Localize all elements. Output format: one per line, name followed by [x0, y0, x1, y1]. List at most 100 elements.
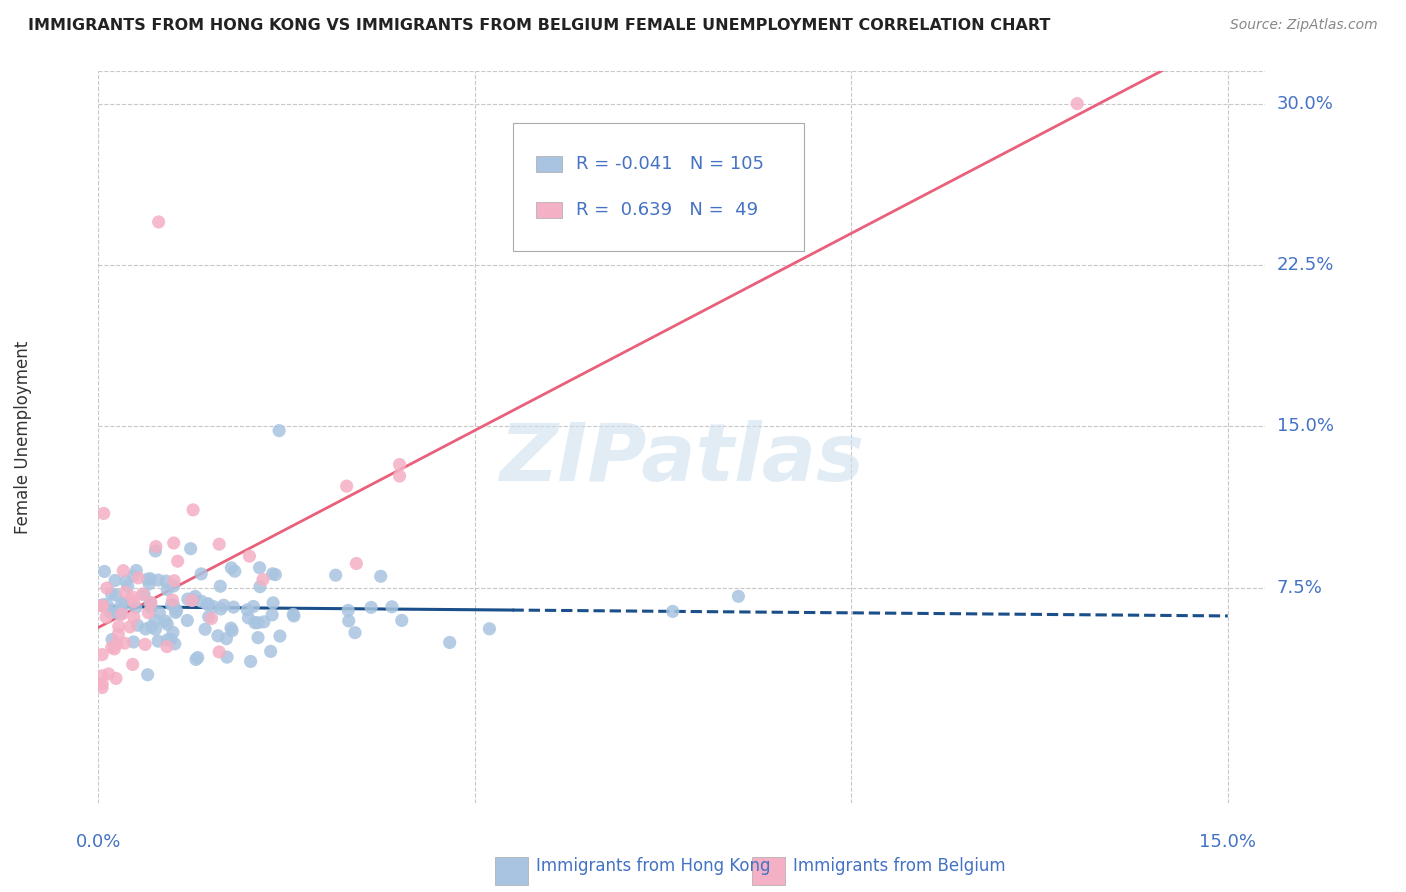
Point — [439, 635, 461, 649]
Point — [221, 561, 243, 575]
Point — [246, 615, 269, 630]
Point — [141, 619, 163, 633]
Point — [242, 599, 264, 614]
Text: 15.0%: 15.0% — [1277, 417, 1333, 435]
Text: 7.5%: 7.5% — [1277, 579, 1323, 597]
Point — [105, 637, 128, 651]
Point — [247, 631, 270, 645]
Point — [360, 600, 382, 615]
Point — [91, 598, 114, 612]
Point — [224, 564, 246, 578]
Point — [262, 566, 284, 581]
Point — [197, 597, 219, 611]
Point — [337, 603, 360, 617]
Point — [388, 458, 411, 472]
Point — [202, 599, 225, 614]
Point — [283, 607, 305, 622]
Text: 22.5%: 22.5% — [1277, 256, 1334, 274]
Point — [136, 572, 159, 586]
Point — [91, 599, 114, 613]
Point — [166, 554, 188, 568]
Point — [122, 610, 145, 624]
Text: 15.0%: 15.0% — [1199, 833, 1256, 851]
Point — [337, 614, 360, 628]
Point — [103, 641, 125, 656]
Point — [111, 607, 134, 622]
Point — [160, 632, 183, 647]
Point — [190, 594, 212, 608]
Point — [208, 645, 231, 659]
Point — [238, 611, 260, 625]
Point — [262, 607, 284, 622]
Point — [98, 606, 121, 620]
Point — [370, 569, 392, 583]
Text: Source: ZipAtlas.com: Source: ZipAtlas.com — [1230, 18, 1378, 32]
Point — [138, 577, 160, 591]
Point — [269, 424, 291, 438]
Point — [110, 603, 132, 617]
Point — [243, 615, 266, 630]
Text: ZIPatlas: ZIPatlas — [499, 420, 865, 498]
Text: IMMIGRANTS FROM HONG KONG VS IMMIGRANTS FROM BELGIUM FEMALE UNEMPLOYMENT CORRELA: IMMIGRANTS FROM HONG KONG VS IMMIGRANTS … — [28, 18, 1050, 33]
Point — [249, 580, 271, 594]
Point — [260, 644, 283, 658]
Point — [107, 627, 129, 641]
Point — [156, 617, 179, 632]
Point — [148, 573, 170, 587]
Point — [114, 574, 136, 589]
Text: Female Unemployment: Female Unemployment — [14, 341, 31, 533]
Point — [100, 587, 122, 601]
Point — [118, 620, 141, 634]
Point — [114, 597, 136, 611]
Point — [162, 579, 184, 593]
Point — [156, 582, 179, 597]
Point — [139, 596, 162, 610]
Point — [139, 596, 162, 610]
Point — [93, 565, 115, 579]
Text: 0.0%: 0.0% — [76, 833, 121, 851]
Point — [94, 610, 117, 624]
Text: Immigrants from Hong Kong: Immigrants from Hong Kong — [536, 856, 770, 875]
Point — [114, 636, 136, 650]
Point — [239, 655, 262, 669]
Point — [139, 600, 162, 615]
Point — [219, 621, 242, 635]
Text: Immigrants from Belgium: Immigrants from Belgium — [793, 856, 1005, 875]
Point — [180, 593, 202, 607]
Point — [195, 597, 218, 611]
Point — [262, 596, 284, 610]
Bar — [536, 202, 562, 219]
Point — [153, 614, 176, 628]
Point — [162, 625, 184, 640]
Point — [145, 540, 167, 554]
Bar — [752, 857, 785, 885]
FancyBboxPatch shape — [513, 122, 804, 251]
Point — [207, 629, 229, 643]
Point — [135, 622, 157, 636]
Point — [212, 599, 235, 613]
Point — [478, 622, 501, 636]
Text: 30.0%: 30.0% — [1277, 95, 1333, 112]
Point — [122, 595, 145, 609]
Point — [105, 672, 128, 686]
Point — [336, 479, 359, 493]
Point — [139, 572, 162, 586]
Bar — [495, 857, 527, 885]
Point — [125, 564, 148, 578]
Point — [91, 677, 114, 691]
Point — [145, 544, 167, 558]
Point — [91, 599, 114, 613]
Point — [107, 606, 129, 620]
Point — [91, 648, 114, 662]
Point — [177, 592, 200, 607]
Point — [197, 609, 219, 624]
Point — [138, 606, 160, 620]
Point — [146, 634, 169, 648]
Point — [180, 541, 202, 556]
Point — [181, 503, 204, 517]
Point — [163, 599, 186, 613]
Point — [176, 614, 198, 628]
Point — [269, 629, 291, 643]
Point — [208, 537, 231, 551]
Point — [143, 613, 166, 627]
